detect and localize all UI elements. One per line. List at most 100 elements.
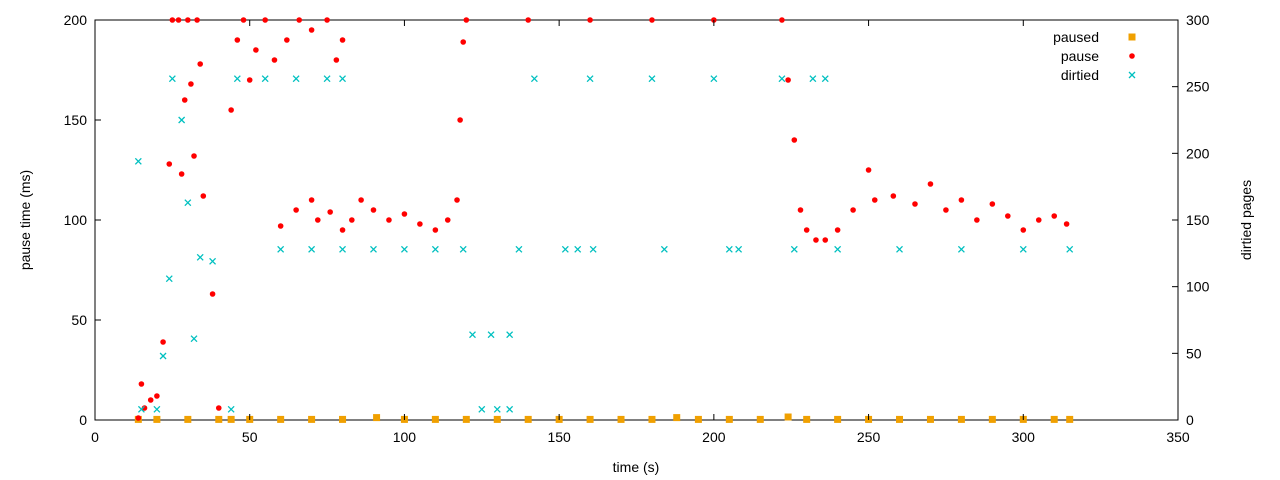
pause-point: [912, 201, 918, 207]
pause-point: [284, 37, 290, 43]
paused-point: [957, 415, 965, 423]
dirtied-point: [487, 331, 495, 339]
pause-point: [327, 209, 333, 215]
pause-point: [277, 223, 284, 229]
paused-point: [373, 414, 381, 422]
paused-point: [184, 415, 192, 423]
dirtied-point: [370, 245, 377, 253]
pause-point: [339, 227, 346, 233]
paused-point: [493, 415, 501, 423]
pause-point: [339, 37, 346, 43]
pause-point: [246, 77, 253, 83]
axis-ticks: 0 50 100 150 200 250 300 3500501001502000501001…: [64, 12, 1210, 445]
dirtied-point: [153, 405, 161, 413]
x-tick-label: 50: [242, 429, 258, 445]
pause-point: [943, 207, 949, 213]
paused-point: [524, 415, 532, 423]
series-dirtied: [134, 75, 1074, 413]
y2-tick-label: 250: [1186, 79, 1210, 95]
x-tick-label: 200: [702, 429, 726, 445]
pause-point: [358, 197, 364, 203]
pause-point: [175, 17, 182, 23]
pause-point: [779, 17, 785, 23]
dirtied-point: [1019, 245, 1027, 253]
pause-point: [185, 17, 191, 23]
pause-point: [293, 207, 299, 213]
dirtied-point: [137, 405, 145, 413]
series-paused: [134, 413, 1074, 423]
paused-point: [673, 414, 681, 422]
pause-point: [228, 107, 234, 113]
paused-point: [586, 415, 594, 423]
dirtied-point: [168, 75, 176, 83]
pause-point: [181, 97, 188, 103]
pause-point: [333, 57, 340, 63]
dirtied-point: [431, 245, 439, 253]
paused-point: [1050, 415, 1058, 423]
dirtied-point: [261, 75, 269, 83]
pause-point: [587, 17, 593, 23]
dirtied-point: [493, 405, 501, 413]
dirtied-point: [196, 253, 204, 261]
pause-point: [188, 81, 194, 87]
paused-point: [1066, 415, 1074, 423]
dirtied-point: [469, 331, 476, 339]
dirtied-point: [190, 335, 198, 343]
dirtied-point: [159, 352, 167, 360]
pause-point: [417, 221, 423, 227]
y-axis-label: pause time (ms): [17, 170, 33, 270]
dirtied-point: [233, 75, 241, 83]
y-tick-label: 50: [71, 312, 87, 328]
dirtied-point: [292, 75, 300, 83]
pause-point: [1063, 221, 1070, 227]
pause-point: [785, 77, 791, 83]
pause-point: [370, 207, 377, 213]
paused-point: [834, 415, 842, 423]
y-tick-label: 150: [64, 112, 88, 128]
paused-point: [308, 415, 316, 423]
x-tick-label: 100: [393, 429, 417, 445]
dirtied-point: [725, 245, 733, 253]
pause-point: [308, 27, 315, 33]
pause-point: [209, 291, 216, 297]
pause-point: [200, 193, 207, 199]
y2-tick-label: 200: [1186, 145, 1210, 161]
x-tick-label: 250: [857, 429, 881, 445]
pause-point: [147, 397, 154, 403]
pause-point: [989, 201, 996, 207]
paused-point: [756, 415, 764, 423]
dirtied-point: [710, 75, 718, 83]
pause-point: [324, 17, 330, 23]
pause-point: [432, 227, 439, 233]
paused-point: [339, 415, 347, 423]
pause-point: [927, 181, 934, 187]
pause-point: [444, 217, 451, 223]
paused-point: [153, 415, 161, 423]
paused-point: [694, 415, 702, 423]
paused-point: [431, 415, 439, 423]
pause-point: [296, 17, 303, 23]
dirtied-point: [400, 245, 408, 253]
dirtied-point: [790, 245, 798, 253]
pause-point: [262, 17, 268, 23]
x-tick-label: 350: [1166, 429, 1190, 445]
x-tick-label: 300: [1012, 429, 1036, 445]
dirtied-point: [660, 245, 668, 253]
pause-point: [141, 405, 148, 411]
pause-point: [386, 217, 392, 223]
paused-point: [803, 415, 811, 423]
pause-point: [194, 17, 200, 23]
paused-point: [617, 415, 625, 423]
pause-point: [813, 237, 819, 243]
dirtied-point: [589, 245, 597, 253]
pause-point: [160, 339, 166, 345]
dirtied-point: [277, 245, 285, 253]
pause-point: [314, 217, 321, 223]
pause-point: [797, 207, 804, 213]
pause-point: [1051, 213, 1058, 219]
pause-point: [890, 193, 897, 199]
legend-marker-pause: [1129, 53, 1135, 59]
pause-point: [154, 393, 160, 399]
x-tick-label: 0: [91, 429, 99, 445]
pause-point: [138, 381, 145, 387]
